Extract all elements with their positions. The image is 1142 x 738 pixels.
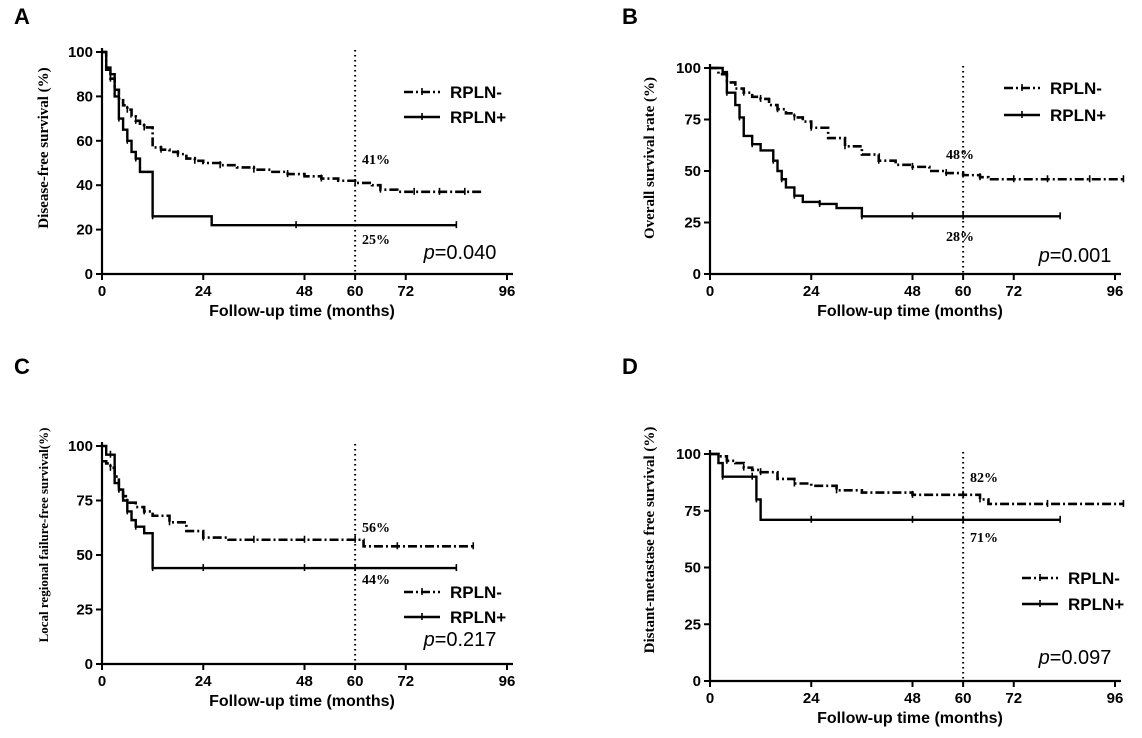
legend-label-rpln-positive: RPLN+ bbox=[450, 608, 506, 627]
p-value: p=0.097 bbox=[1038, 647, 1112, 669]
y-tick-label: 0 bbox=[85, 266, 93, 283]
x-tick-label: 0 bbox=[98, 283, 106, 300]
x-tick-label: 96 bbox=[499, 673, 516, 690]
y-axis-label: Distant-metastase free survival (%) bbox=[642, 427, 658, 654]
y-tick-label: 100 bbox=[68, 438, 93, 455]
y-tick-label: 50 bbox=[76, 547, 93, 564]
y-tick-label: 80 bbox=[76, 88, 93, 105]
x-tick-label: 96 bbox=[499, 283, 516, 300]
panel-b: B 0 25 50 75 100 0 24 48 60 72 96 Follow-up time (mo… bbox=[622, 4, 1125, 320]
series-rpln-negative-curve bbox=[102, 459, 474, 548]
legend-label-rpln-negative: RPLN- bbox=[1050, 79, 1102, 98]
x-tick-label: 60 bbox=[347, 673, 364, 690]
series-rpln-positive-curve bbox=[102, 50, 457, 227]
p-value-number: =0.217 bbox=[435, 629, 497, 651]
x-tick-label: 48 bbox=[904, 283, 921, 300]
x-axis-label: Follow-up time (months) bbox=[209, 693, 395, 710]
p-value-number: =0.040 bbox=[435, 242, 497, 264]
p-value-prefix: p bbox=[1038, 245, 1050, 267]
p-value: p=0.040 bbox=[423, 242, 497, 264]
series-rpln-negative-curve bbox=[710, 66, 1124, 181]
x-tick-label: 60 bbox=[955, 283, 972, 300]
legend-label-rpln-positive: RPLN+ bbox=[1068, 595, 1124, 614]
panel-letter: D bbox=[622, 354, 638, 379]
series-rpln-negative-curve bbox=[102, 50, 483, 194]
x-tick-label: 24 bbox=[195, 283, 212, 300]
series-rpln-positive-curve bbox=[710, 66, 1061, 218]
p-value-prefix: p bbox=[423, 242, 435, 264]
series-rpln-positive-curve bbox=[710, 452, 1061, 522]
x-tick-label: 0 bbox=[706, 690, 714, 707]
legend-label-rpln-negative: RPLN- bbox=[1068, 569, 1120, 588]
y-tick-label: 50 bbox=[684, 163, 701, 180]
y-tick-label: 50 bbox=[684, 560, 701, 577]
y-tick-label: 25 bbox=[684, 616, 701, 633]
y-tick-label: 100 bbox=[676, 446, 701, 463]
panel-a: A 0 20 40 60 80 100 0 24 48 60 72 96 Follow-up time (… bbox=[14, 4, 515, 320]
x-axis-label: Follow-up time (months) bbox=[209, 303, 395, 320]
y-axis-label: Overall survival rate (%) bbox=[642, 77, 658, 239]
x-tick-label: 24 bbox=[195, 673, 212, 690]
series-rpln-negative-curve bbox=[710, 452, 1124, 506]
y-axis-label: Disease-free survival (%) bbox=[36, 67, 52, 228]
rpln-positive-rate-at-60: 44% bbox=[362, 573, 390, 588]
x-tick-label: 24 bbox=[803, 283, 820, 300]
y-tick-label: 0 bbox=[693, 266, 701, 283]
p-value: p=0.217 bbox=[423, 629, 497, 651]
p-value-prefix: p bbox=[423, 629, 435, 651]
series-rpln-positive-curve bbox=[102, 444, 457, 570]
rpln-negative-rate-at-60: 56% bbox=[362, 521, 390, 536]
x-axis-label: Follow-up time (months) bbox=[817, 710, 1003, 727]
legend-label-rpln-positive: RPLN+ bbox=[1050, 106, 1106, 125]
y-tick-label: 25 bbox=[684, 215, 701, 232]
p-value-number: =0.097 bbox=[1050, 647, 1112, 669]
rpln-negative-rate-at-60: 82% bbox=[970, 471, 998, 486]
rpln-positive-rate-at-60: 71% bbox=[970, 531, 998, 546]
y-tick-label: 25 bbox=[76, 602, 93, 619]
legend-label-rpln-negative: RPLN- bbox=[450, 583, 502, 602]
x-tick-label: 0 bbox=[706, 283, 714, 300]
x-tick-label: 48 bbox=[904, 690, 921, 707]
y-tick-label: 75 bbox=[684, 112, 701, 129]
x-tick-label: 72 bbox=[397, 673, 414, 690]
x-tick-label: 60 bbox=[955, 690, 972, 707]
x-tick-label: 60 bbox=[347, 283, 364, 300]
x-tick-label: 24 bbox=[803, 690, 820, 707]
p-value-number: =0.001 bbox=[1050, 245, 1112, 267]
rpln-positive-rate-at-60: 28% bbox=[946, 230, 974, 245]
panel-letter: B bbox=[622, 4, 638, 29]
x-tick-label: 48 bbox=[296, 673, 313, 690]
panel-c: C 0 25 50 75 100 0 24 48 60 72 96 Follow-up time (mo… bbox=[14, 354, 515, 710]
y-tick-label: 75 bbox=[684, 503, 701, 520]
x-tick-label: 72 bbox=[1005, 690, 1022, 707]
x-tick-label: 96 bbox=[1107, 690, 1124, 707]
y-tick-label: 100 bbox=[68, 44, 93, 61]
rpln-positive-rate-at-60: 25% bbox=[362, 233, 390, 248]
y-tick-label: 60 bbox=[76, 133, 93, 150]
x-tick-label: 72 bbox=[1005, 283, 1022, 300]
y-axis-label: Local regional failure-free survival(%) bbox=[36, 428, 51, 643]
legend-label-rpln-positive: RPLN+ bbox=[450, 108, 506, 127]
x-tick-label: 96 bbox=[1107, 283, 1124, 300]
panel-d: D 0 25 50 75 100 0 24 48 60 72 96 Follow-up time (mo… bbox=[622, 354, 1124, 727]
y-tick-label: 20 bbox=[76, 222, 93, 239]
x-axis-label: Follow-up time (months) bbox=[817, 303, 1003, 320]
panel-letter: C bbox=[14, 354, 30, 379]
y-tick-label: 0 bbox=[85, 656, 93, 673]
p-value: p=0.001 bbox=[1038, 245, 1112, 267]
legend-label-rpln-negative: RPLN- bbox=[450, 83, 502, 102]
x-tick-label: 0 bbox=[98, 673, 106, 690]
y-tick-label: 75 bbox=[76, 493, 93, 510]
y-tick-label: 100 bbox=[676, 60, 701, 77]
y-tick-label: 40 bbox=[76, 177, 93, 194]
rpln-negative-rate-at-60: 41% bbox=[362, 153, 390, 168]
p-value-prefix: p bbox=[1038, 647, 1050, 669]
y-tick-label: 0 bbox=[693, 673, 701, 690]
x-tick-label: 72 bbox=[397, 283, 414, 300]
panel-letter: A bbox=[14, 4, 30, 29]
rpln-negative-rate-at-60: 48% bbox=[946, 148, 974, 163]
x-tick-label: 48 bbox=[296, 283, 313, 300]
